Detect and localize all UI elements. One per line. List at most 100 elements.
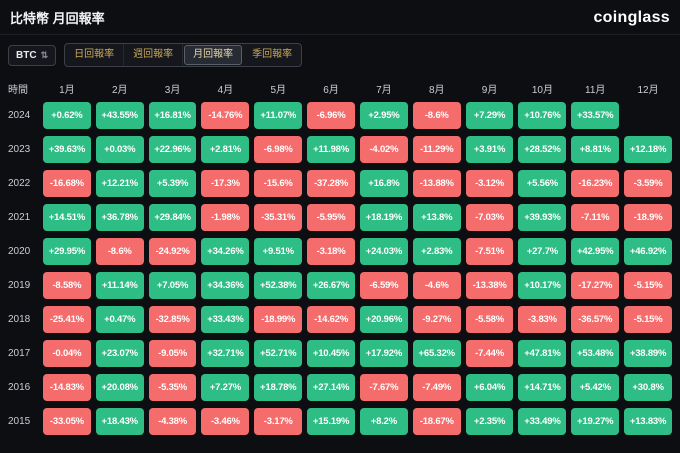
return-cell: +16.8%: [359, 170, 408, 197]
return-cell: -3.59%: [624, 170, 672, 197]
return-cell: -3.46%: [201, 408, 250, 435]
return-cell: -18.99%: [254, 306, 303, 333]
year-label: 2021: [8, 212, 31, 223]
return-cell: +7.27%: [201, 374, 250, 401]
year-label: 2018: [8, 314, 31, 325]
return-cell: -11.29%: [412, 136, 461, 163]
return-cell: -8.6%: [95, 238, 144, 265]
return-cell: +29.95%: [43, 238, 91, 265]
year-label: 2024: [8, 110, 31, 121]
month-column-header: 1月: [59, 85, 75, 96]
return-cell: -4.02%: [359, 136, 408, 163]
year-label: 2023: [8, 144, 31, 155]
return-cell: -18.9%: [624, 204, 672, 231]
return-cell: -3.17%: [254, 408, 303, 435]
return-cell: -35.31%: [254, 204, 303, 231]
return-cell: +47.81%: [518, 340, 567, 367]
month-column-header: 10月: [531, 85, 553, 96]
return-cell: -7.49%: [412, 374, 461, 401]
return-cell: +14.71%: [518, 374, 567, 401]
return-cell: -16.23%: [571, 170, 620, 197]
return-cell: +38.89%: [624, 340, 672, 367]
return-cell: -8.58%: [43, 272, 91, 299]
return-cell: +10.17%: [518, 272, 567, 299]
month-column-header: 11月: [585, 85, 606, 96]
month-column-header: 2月: [111, 85, 128, 96]
return-cell: -16.68%: [43, 170, 91, 197]
time-column-header: 時間: [8, 85, 28, 96]
return-cell: +2.83%: [412, 238, 461, 265]
return-cell: +32.71%: [201, 340, 250, 367]
return-cell: -18.67%: [412, 408, 461, 435]
return-cell: +42.95%: [571, 238, 620, 265]
return-cell: -14.62%: [307, 306, 355, 333]
return-cell: +12.18%: [624, 136, 672, 163]
return-cell: +20.08%: [95, 374, 144, 401]
return-cell: -8.6%: [412, 102, 461, 129]
return-cell: +11.07%: [254, 102, 303, 129]
return-cell: -9.27%: [412, 306, 461, 333]
year-label: 2015: [8, 416, 31, 427]
period-tab-4[interactable]: 季回報率: [243, 44, 301, 66]
return-cell: +46.92%: [624, 238, 672, 265]
return-cell: +30.8%: [624, 374, 672, 401]
year-row-2023: 2023 +39.63% +0.03% +22.96% +2.81% -6.98% +11.…: [8, 136, 672, 163]
month-column-header: 3月: [164, 85, 181, 96]
return-cell: -4.6%: [412, 272, 461, 299]
return-cell: +5.42%: [571, 374, 620, 401]
year-label: 2019: [8, 280, 31, 291]
month-column-header: 6月: [323, 85, 339, 96]
return-cell: +19.27%: [571, 408, 620, 435]
return-cell: +23.07%: [95, 340, 144, 367]
controls-row: BTC ⇅ 日回報率 週回報率 月回報率 季回報率: [0, 35, 680, 71]
return-cell: +26.67%: [307, 272, 355, 299]
year-label: 2017: [8, 348, 31, 359]
year-row-2020: 2020 +29.95% -8.6% -24.92% +34.26% +9.51% -3.1…: [8, 238, 672, 265]
returns-heatmap: 時間 1月 2月 3月 4月 5月 6月 7月 8月 9月 10月 11月 12月 2024 +0.62%…: [0, 71, 680, 435]
symbol-selector-value: BTC: [16, 49, 37, 61]
sort-arrows-icon: ⇅: [40, 49, 49, 60]
return-cell: +33.57%: [571, 102, 620, 129]
return-cell: -9.05%: [148, 340, 197, 367]
return-cell: +29.84%: [148, 204, 197, 231]
return-cell: +5.39%: [148, 170, 197, 197]
return-cell: -7.03%: [465, 204, 514, 231]
period-tab-1[interactable]: 日回報率: [65, 44, 125, 66]
month-column-header: 5月: [270, 85, 287, 96]
return-cell: -32.85%: [148, 306, 197, 333]
return-cell: +36.78%: [95, 204, 144, 231]
return-cell: +0.03%: [95, 136, 144, 163]
return-cell: +2.35%: [465, 408, 514, 435]
period-tabs: 日回報率 週回報率 月回報率 季回報率: [64, 43, 303, 67]
year-row-2021: 2021 +14.51% +36.78% +29.84% -1.98% -35.31% -5…: [8, 204, 672, 231]
return-cell: -17.27%: [571, 272, 620, 299]
return-cell: -0.04%: [43, 340, 91, 367]
year-row-2024: 2024 +0.62% +43.55% +16.81% -14.76% +11.07% -6…: [8, 102, 672, 129]
return-cell: +11.14%: [95, 272, 144, 299]
return-cell: -5.15%: [624, 272, 672, 299]
return-cell: +2.81%: [201, 136, 250, 163]
return-cell: +12.21%: [95, 170, 144, 197]
return-cell: -7.51%: [465, 238, 514, 265]
return-cell: +13.8%: [412, 204, 461, 231]
return-cell: +34.26%: [201, 238, 250, 265]
return-cell: -13.38%: [465, 272, 514, 299]
return-cell: -5.95%: [307, 204, 355, 231]
return-cell: -15.6%: [254, 170, 303, 197]
return-cell: +10.76%: [518, 102, 567, 129]
coinglass-logo[interactable]: coinglass: [593, 8, 670, 26]
return-cell: -6.98%: [254, 136, 303, 163]
return-cell: +52.71%: [254, 340, 303, 367]
period-tab-3[interactable]: 月回報率: [184, 45, 243, 65]
period-tab-2[interactable]: 週回報率: [124, 44, 184, 66]
return-cell: -25.41%: [43, 306, 91, 333]
return-cell: -7.11%: [571, 204, 620, 231]
symbol-selector[interactable]: BTC ⇅: [8, 44, 57, 66]
page-title: 比特幣 月回報率: [10, 11, 105, 26]
year-row-2017: 2017 -0.04% +23.07% -9.05% +32.71% +52.71% +10…: [8, 340, 672, 367]
return-cell: +39.93%: [518, 204, 567, 231]
return-cell: -14.76%: [201, 102, 250, 129]
month-column-header: 12月: [637, 85, 659, 96]
return-cell: +0.62%: [43, 102, 91, 129]
return-cell: +52.38%: [254, 272, 303, 299]
